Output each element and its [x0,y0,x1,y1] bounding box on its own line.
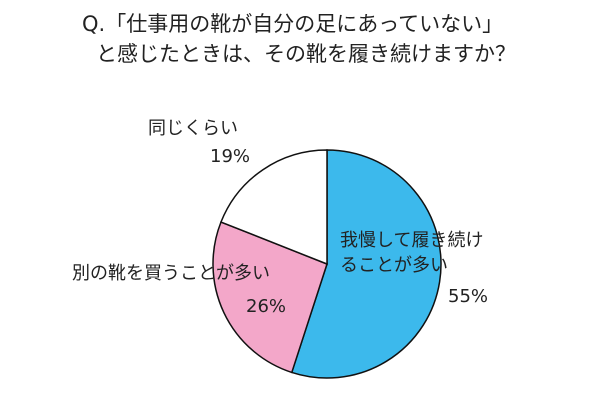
pie-slice [212,221,328,374]
slice-value: 26% [246,296,287,317]
slice-label: 別の靴を買うことが多い [72,263,270,284]
slice-value: 19% [210,146,251,167]
chart-title: と感じたときは、その靴を履き続けますか？ [96,42,516,66]
chart-title: Q.「仕事用の靴が自分の足にあっていない」 [82,12,504,36]
slice-label: 同じくらい [148,118,238,139]
pie-slice [290,149,442,379]
slice-label: 我慢して履き続けることが多い [340,230,484,276]
slice-value: 55% [448,286,489,307]
pie-slice [220,149,328,266]
